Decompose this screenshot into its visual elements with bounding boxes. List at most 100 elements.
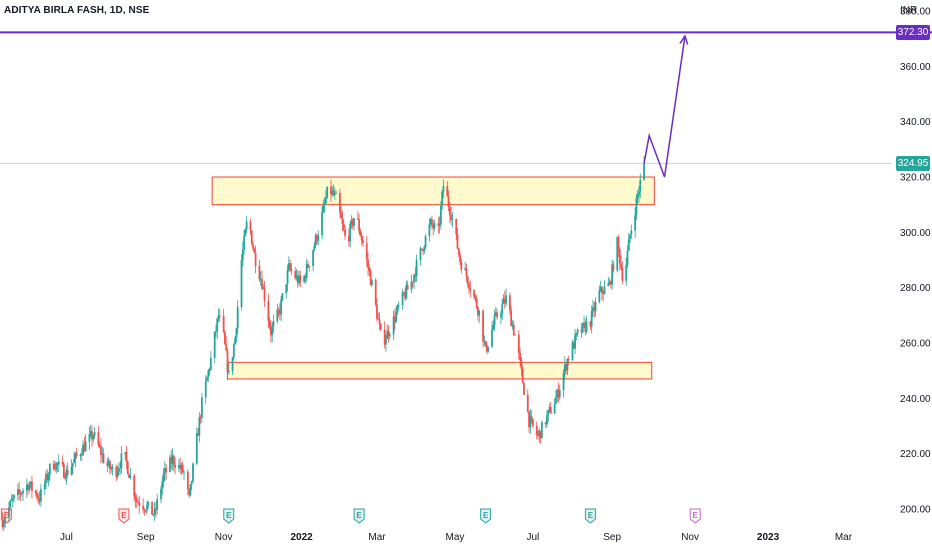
candle xyxy=(621,261,624,285)
candle xyxy=(620,255,622,271)
candle-body xyxy=(553,403,556,414)
candle xyxy=(188,488,191,498)
candle-body xyxy=(607,283,610,287)
candle-body xyxy=(530,416,533,420)
candle xyxy=(29,481,32,489)
candle xyxy=(429,217,432,227)
candle xyxy=(414,267,417,283)
candle xyxy=(55,461,58,474)
symbol-title[interactable]: ADITYA BIRLA FASH, 1D, NSE xyxy=(4,5,150,16)
candle xyxy=(208,367,211,376)
resistance-zone xyxy=(211,176,655,206)
candle xyxy=(625,257,628,286)
candle-body xyxy=(482,310,484,342)
candle xyxy=(155,501,157,518)
candle xyxy=(286,264,289,292)
candle-body xyxy=(519,353,522,361)
candle-body xyxy=(526,394,529,412)
candle-body xyxy=(520,360,523,369)
candle-body xyxy=(395,312,398,322)
candle xyxy=(616,236,619,273)
y-axis[interactable]: 200.00 220.00 240.00 260.00 280.00 300.00 320.… xyxy=(900,7,931,516)
candle xyxy=(574,329,576,355)
candle xyxy=(152,513,155,517)
candle-body xyxy=(508,295,511,311)
candle-body xyxy=(244,229,247,236)
candle-body xyxy=(97,431,100,445)
candle xyxy=(580,323,583,338)
candle-body xyxy=(54,468,56,470)
candle xyxy=(465,263,468,282)
candle-body xyxy=(609,281,612,285)
candle-body xyxy=(438,224,441,226)
candle xyxy=(339,188,341,218)
candle xyxy=(396,304,399,316)
candle-body xyxy=(358,219,361,231)
candle xyxy=(342,219,345,232)
candle-body xyxy=(261,278,263,289)
candle xyxy=(93,427,96,439)
candle xyxy=(535,421,538,440)
candle-body xyxy=(11,498,14,501)
candle-body xyxy=(236,306,239,329)
candle xyxy=(84,434,87,452)
candle xyxy=(411,280,414,288)
candle-body xyxy=(209,357,212,370)
candle xyxy=(602,289,605,302)
candle-body xyxy=(287,263,290,270)
candle xyxy=(369,268,372,286)
candle xyxy=(234,335,237,345)
candle xyxy=(111,464,114,476)
candle-body xyxy=(147,501,150,506)
candle xyxy=(57,454,60,472)
candle xyxy=(447,190,450,212)
candle xyxy=(272,314,275,333)
candle-body xyxy=(402,292,405,295)
candle xyxy=(553,398,556,415)
candle-body xyxy=(144,510,147,512)
candle-body xyxy=(410,281,413,290)
candle-body xyxy=(152,514,155,516)
event-marker-earnings-2: E xyxy=(118,508,130,524)
event-badge xyxy=(584,508,596,524)
candle-body xyxy=(36,493,38,498)
candle-body xyxy=(521,368,524,383)
target-price-badge: 372.30 xyxy=(896,24,930,40)
candle xyxy=(483,335,486,347)
candle xyxy=(415,254,418,282)
candle-body xyxy=(169,457,171,472)
candle-body xyxy=(367,259,369,268)
candle xyxy=(494,306,497,317)
event-marker-upcoming-1: E xyxy=(689,508,701,524)
candle xyxy=(183,469,185,480)
candle xyxy=(350,215,353,229)
candle-body xyxy=(183,471,185,473)
candle xyxy=(341,210,344,231)
candle xyxy=(531,418,534,429)
candle-body xyxy=(213,331,216,358)
candle xyxy=(492,319,495,331)
candle xyxy=(635,193,638,221)
event-badge xyxy=(480,508,492,524)
candle xyxy=(197,427,199,436)
candle-body xyxy=(424,236,427,248)
candle-body xyxy=(340,212,343,219)
candle xyxy=(110,464,113,474)
candle xyxy=(466,275,469,288)
candle xyxy=(608,278,611,286)
candle xyxy=(199,414,202,424)
candle xyxy=(438,216,441,234)
candle xyxy=(312,249,314,272)
candle-body xyxy=(47,475,50,480)
x-tick-label: Sep xyxy=(137,532,155,543)
candle-body xyxy=(129,475,132,478)
candle xyxy=(611,259,614,290)
x-axis[interactable]: Jul Sep Nov 2022 Mar May Jul Sep Nov 2023 Mar xyxy=(60,532,853,543)
candle-body xyxy=(146,505,148,511)
candle-body xyxy=(625,265,628,281)
candle-body xyxy=(227,371,230,373)
candle-body xyxy=(448,206,451,215)
candle-body xyxy=(181,464,184,473)
